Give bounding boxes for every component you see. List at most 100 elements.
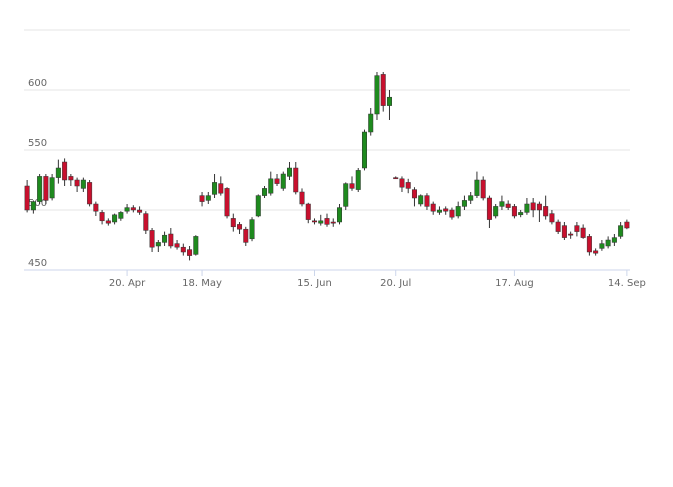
- candle-body: [37, 176, 43, 202]
- candle-body: [343, 183, 349, 207]
- candle-body: [486, 197, 492, 220]
- candle-body: [355, 170, 361, 190]
- candle-body: [43, 176, 49, 201]
- candle-body: [380, 74, 386, 106]
- candle-body: [180, 246, 186, 253]
- candle-body: [212, 182, 218, 195]
- candle-body: [449, 209, 455, 218]
- candle-body: [68, 176, 74, 181]
- candle-body: [155, 242, 161, 247]
- candle-body: [349, 183, 355, 189]
- candle-body: [386, 96, 392, 106]
- x-tick-label: 14. Sep: [608, 278, 646, 289]
- candle-body: [243, 228, 249, 243]
- candle-body: [168, 233, 174, 247]
- candle-body: [318, 220, 324, 224]
- candle-body: [80, 179, 86, 189]
- candle-body: [574, 225, 580, 232]
- candle-body: [418, 195, 424, 205]
- candle-body: [368, 113, 374, 133]
- candle-body: [193, 236, 199, 255]
- candle-body: [262, 188, 268, 196]
- candle-body: [399, 178, 405, 188]
- candle-body: [555, 221, 561, 232]
- candle-body: [130, 207, 136, 211]
- candle-body: [424, 195, 430, 207]
- candle-body: [324, 218, 330, 225]
- candle-body: [543, 206, 549, 217]
- candle-body: [149, 230, 155, 248]
- candle-body: [74, 179, 80, 187]
- candle-body: [24, 185, 30, 211]
- candle-body: [87, 182, 93, 205]
- candle-body: [361, 131, 367, 169]
- x-tick-label: 18. May: [182, 278, 222, 289]
- candle-body: [436, 209, 442, 213]
- candle-body: [118, 212, 124, 219]
- candle-body: [187, 249, 193, 256]
- candle-body: [280, 173, 286, 189]
- candle-body: [455, 206, 461, 217]
- candle-body: [461, 200, 467, 207]
- candle-body: [312, 220, 318, 223]
- candle-body: [624, 221, 630, 229]
- candle-body: [474, 179, 480, 196]
- candle-body: [393, 177, 399, 180]
- candle-body: [593, 250, 599, 254]
- candle-body: [55, 167, 61, 178]
- candle-body: [237, 224, 243, 230]
- candle-body: [605, 239, 611, 247]
- candle-body: [330, 221, 336, 224]
- candle-body: [293, 167, 299, 193]
- candle-body: [480, 179, 486, 199]
- candle-body: [255, 195, 261, 217]
- candle-body: [524, 203, 530, 213]
- candle-body: [305, 203, 311, 220]
- candle-body: [93, 203, 99, 212]
- candle-body: [112, 214, 118, 223]
- y-tick-label: 500: [28, 198, 47, 209]
- candle-body: [105, 220, 111, 224]
- candle-body: [586, 236, 592, 253]
- candle-body: [518, 212, 524, 216]
- candle-body: [611, 237, 617, 243]
- candle-body: [499, 201, 505, 207]
- candle-body: [268, 178, 274, 194]
- candle-body: [536, 203, 542, 211]
- candle-body: [561, 225, 567, 238]
- candle-body: [374, 75, 380, 115]
- candle-body: [568, 233, 574, 236]
- candle-body: [443, 208, 449, 212]
- candle-body: [599, 243, 605, 249]
- candle-body: [162, 234, 168, 243]
- candle-body: [274, 178, 280, 184]
- candle-body: [411, 189, 417, 199]
- candle-body: [62, 161, 68, 181]
- candle-body: [405, 182, 411, 189]
- y-tick-label: 450: [28, 258, 47, 269]
- candle-body: [299, 191, 305, 205]
- y-tick-label: 600: [28, 78, 47, 89]
- candle-body: [249, 219, 255, 240]
- candle-body: [549, 213, 555, 223]
- candle-body: [430, 203, 436, 212]
- candle-body: [230, 218, 236, 228]
- candle-body: [511, 206, 517, 217]
- candle-body: [30, 201, 36, 211]
- candle-body: [49, 177, 55, 199]
- candle-body: [124, 207, 130, 212]
- candle-body: [218, 183, 224, 194]
- candle-body: [618, 225, 624, 237]
- candle-body: [468, 195, 474, 201]
- candle-body: [137, 209, 143, 213]
- x-tick-label: 17. Aug: [495, 278, 534, 289]
- candle-body: [199, 195, 205, 202]
- candle-body: [224, 188, 230, 217]
- candle-body: [336, 207, 342, 223]
- candle-body: [205, 195, 211, 201]
- x-tick-label: 20. Jul: [380, 278, 411, 289]
- x-tick-label: 15. Jun: [297, 278, 332, 289]
- x-tick-label: 20. Apr: [109, 278, 146, 289]
- candle-body: [143, 213, 149, 231]
